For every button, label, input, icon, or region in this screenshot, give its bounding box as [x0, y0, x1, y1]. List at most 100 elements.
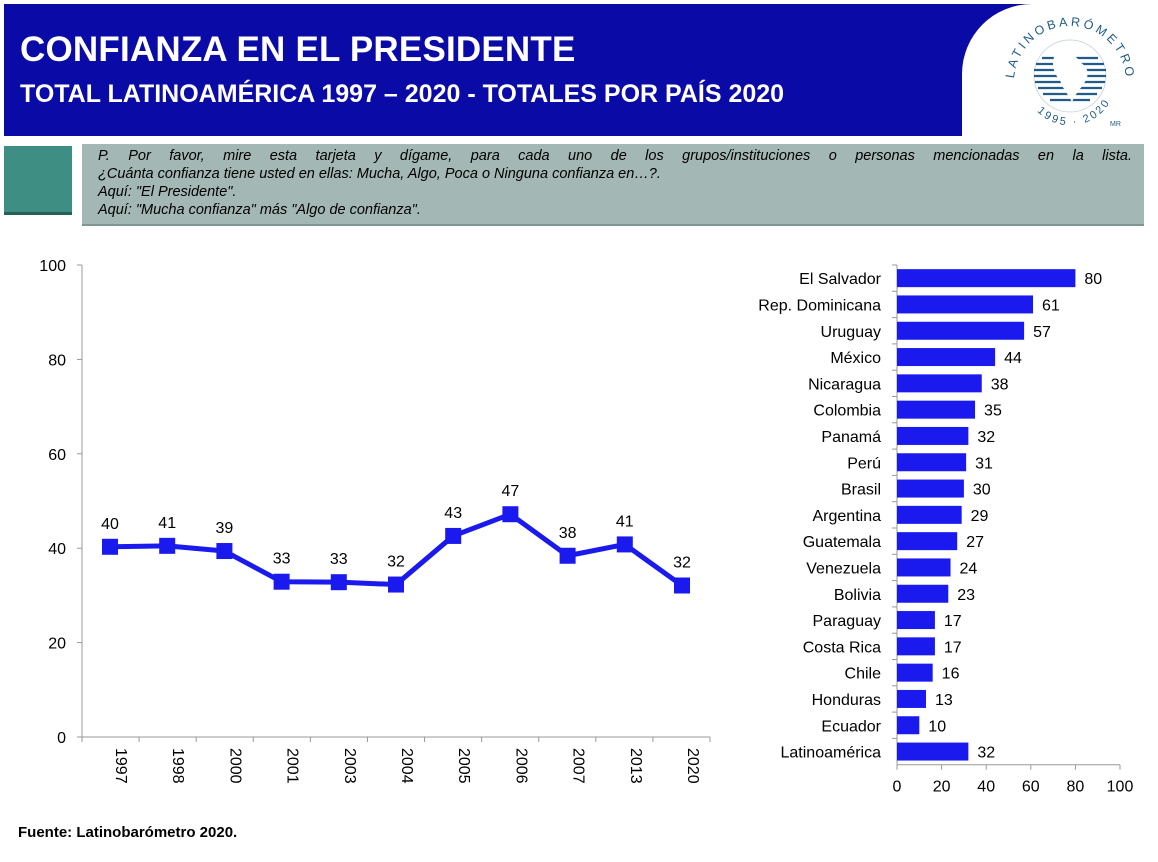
bar-value-label: 16 [942, 666, 960, 683]
bar [897, 637, 935, 656]
line-point-marker [216, 543, 233, 560]
bar-category-label: Uruguay [821, 324, 881, 341]
bar-value-label: 44 [1004, 350, 1022, 367]
line-data-label: 47 [502, 483, 520, 500]
bar-category-label: México [830, 350, 881, 367]
line-y-tick-label: 0 [57, 730, 66, 747]
line-y-tick-label: 100 [39, 258, 66, 275]
source-note: Fuente: Latinobarómetro 2020. [18, 824, 238, 841]
bar-value-label: 29 [971, 508, 989, 525]
bar-value-label: 80 [1084, 271, 1102, 288]
line-point-marker [273, 573, 290, 590]
bar-x-tick-label: 40 [977, 779, 995, 796]
bar-category-label: Brasil [841, 482, 881, 499]
line-data-label: 39 [216, 520, 234, 537]
line-x-tick-label: 2003 [341, 748, 358, 784]
bar [897, 532, 958, 551]
bar-value-label: 17 [944, 639, 962, 656]
line-point-marker [674, 577, 690, 594]
bar [897, 374, 982, 393]
line-x-tick-label: 2013 [627, 748, 644, 784]
bar-category-label: Panamá [821, 429, 881, 446]
question-line: Aquí: "El Presidente". [98, 184, 237, 200]
bar-value-label: 10 [928, 718, 946, 735]
bar-value-label: 23 [957, 587, 975, 604]
line-data-label: 33 [273, 551, 291, 568]
line-point-marker [102, 538, 118, 555]
bar [897, 295, 1034, 314]
bar-category-label: Guatemala [803, 534, 881, 551]
line-data-label: 40 [101, 516, 119, 533]
line-x-tick-label: 2020 [684, 748, 701, 784]
line-point-marker [159, 537, 176, 554]
bar-category-label: Honduras [812, 692, 881, 709]
header-banner: CONFIANZA EN EL PRESIDENTE TOTAL LATINOA… [4, 4, 1158, 136]
bar-category-label: Nicaragua [808, 376, 881, 393]
bar-category-label: Latinoamérica [781, 745, 882, 762]
bar [897, 479, 964, 498]
bar-value-label: 24 [960, 560, 978, 577]
line-data-label: 41 [158, 515, 176, 532]
line-x-tick-label: 1998 [169, 748, 186, 784]
bar [897, 742, 969, 761]
bar [897, 558, 951, 577]
bar-value-label: 35 [984, 403, 1002, 420]
page-title: CONFIANZA EN EL PRESIDENTE [20, 30, 576, 69]
bar-value-label: 38 [991, 376, 1009, 393]
bar [897, 453, 967, 472]
bar-value-label: 32 [977, 745, 995, 762]
line-x-tick-label: 2007 [570, 748, 587, 784]
bar-category-label: Bolivia [834, 587, 881, 604]
bar-value-label: 31 [975, 455, 993, 472]
line-x-tick-label: 2005 [455, 748, 472, 784]
page-subtitle: TOTAL LATINOAMÉRICA 1997 – 2020 - TOTALE… [20, 80, 785, 108]
line-series [109, 511, 684, 588]
line-x-tick-label: 2004 [398, 748, 415, 784]
line-y-tick-label: 40 [48, 541, 66, 558]
bar-x-tick-label: 60 [1022, 779, 1040, 796]
bar-category-label: El Salvador [799, 271, 881, 288]
line-point-marker [559, 547, 576, 564]
question-line: ¿Cuánta confianza tiene usted en ellas: … [98, 166, 661, 182]
bar [897, 584, 949, 603]
line-x-tick-label: 1997 [112, 748, 129, 784]
bar-value-label: 30 [973, 482, 991, 499]
bar [897, 321, 1025, 340]
line-data-label: 43 [444, 505, 462, 522]
bar [897, 611, 935, 630]
bar [897, 269, 1076, 288]
bar-value-label: 57 [1033, 324, 1051, 341]
bar-category-label: Perú [847, 455, 881, 472]
bar-value-label: 27 [966, 534, 984, 551]
bar-category-label: Argentina [813, 508, 882, 525]
line-point-marker [502, 506, 519, 523]
bar-category-label: Rep. Dominicana [758, 297, 881, 314]
line-point-marker [616, 536, 633, 553]
bar-category-label: Ecuador [821, 718, 881, 735]
question-line: Aquí: "Mucha confianza" más "Algo de con… [98, 202, 421, 218]
bar-value-label: 61 [1042, 297, 1060, 314]
bar-value-label: 32 [977, 429, 995, 446]
bar-x-tick-label: 100 [1107, 779, 1134, 796]
line-y-tick-label: 60 [48, 447, 66, 464]
line-x-tick-label: 2001 [284, 748, 301, 784]
line-data-label: 33 [330, 551, 348, 568]
logo-mark: MR [1110, 121, 1121, 128]
bar-category-label: Colombia [813, 403, 881, 420]
line-data-label: 32 [673, 554, 691, 571]
line-point-marker [388, 576, 404, 593]
bar-value-label: 13 [935, 692, 953, 709]
bar [897, 400, 976, 419]
question-accent-block [4, 146, 72, 215]
bar [897, 689, 926, 708]
bar [897, 716, 920, 735]
bar [897, 426, 969, 445]
line-data-label: 38 [559, 525, 577, 542]
line-y-tick-label: 80 [48, 352, 66, 369]
bar-value-label: 17 [944, 613, 962, 630]
bar [897, 348, 996, 367]
line-data-label: 32 [387, 554, 405, 571]
bar-category-label: Costa Rica [803, 639, 881, 656]
line-x-tick-label: 2006 [512, 748, 529, 784]
